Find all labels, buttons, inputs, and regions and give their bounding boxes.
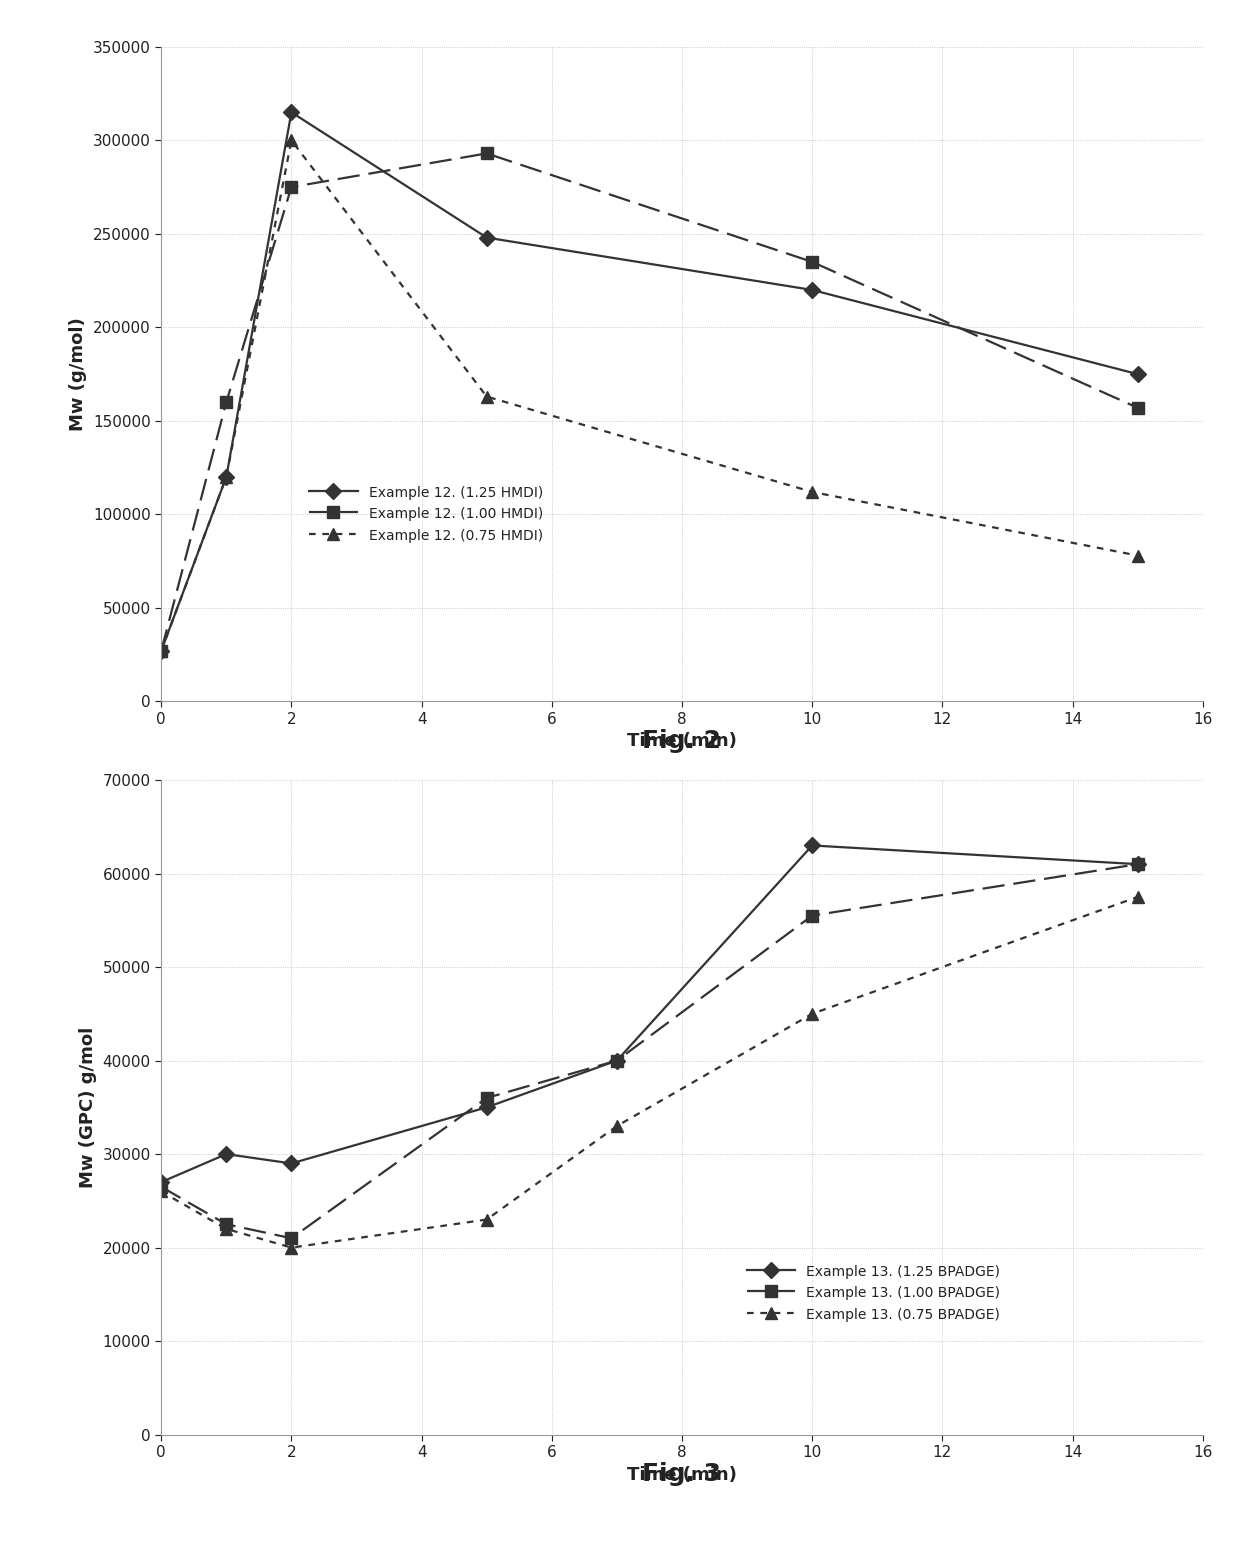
Example 13. (1.25 BPADGE) — [1130, 855, 1145, 874]
Example 12. (0.75 HMDI) — [218, 468, 233, 487]
Example 13. (0.75 BPADGE) — [479, 1211, 494, 1229]
Example 13. (0.75 BPADGE) — [154, 1182, 169, 1201]
Example 12. (1.00 HMDI) — [284, 178, 299, 197]
Text: Fig. 2: Fig. 2 — [642, 729, 722, 753]
Example 13. (1.00 BPADGE) — [479, 1089, 494, 1108]
Example 13. (1.25 BPADGE) — [218, 1145, 233, 1164]
Example 12. (1.25 HMDI) — [805, 281, 820, 300]
Example 12. (1.00 HMDI) — [154, 641, 169, 660]
Example 12. (1.25 HMDI) — [218, 468, 233, 487]
Line: Example 13. (0.75 BPADGE): Example 13. (0.75 BPADGE) — [156, 891, 1143, 1253]
Example 13. (1.00 BPADGE) — [218, 1215, 233, 1234]
Example 12. (1.25 HMDI) — [479, 228, 494, 246]
Example 12. (0.75 HMDI) — [805, 482, 820, 501]
Legend: Example 13. (1.25 BPADGE), Example 13. (1.00 BPADGE), Example 13. (0.75 BPADGE): Example 13. (1.25 BPADGE), Example 13. (… — [742, 1259, 1006, 1328]
X-axis label: Time (min): Time (min) — [627, 732, 737, 750]
Example 12. (1.00 HMDI) — [479, 144, 494, 162]
Y-axis label: Mw (g/mol): Mw (g/mol) — [69, 317, 87, 431]
Example 12. (0.75 HMDI) — [154, 641, 169, 660]
Line: Example 12. (1.00 HMDI): Example 12. (1.00 HMDI) — [156, 148, 1143, 657]
Example 12. (1.25 HMDI) — [154, 641, 169, 660]
Line: Example 12. (0.75 HMDI): Example 12. (0.75 HMDI) — [156, 134, 1143, 657]
Example 13. (1.25 BPADGE) — [610, 1051, 624, 1070]
Example 13. (1.25 BPADGE) — [479, 1098, 494, 1117]
Example 13. (0.75 BPADGE) — [218, 1220, 233, 1239]
Example 13. (1.25 BPADGE) — [805, 836, 820, 855]
Example 12. (1.00 HMDI) — [805, 253, 820, 271]
Example 13. (1.00 BPADGE) — [1130, 855, 1145, 874]
Example 13. (1.00 BPADGE) — [805, 906, 820, 925]
Example 13. (1.25 BPADGE) — [154, 1173, 169, 1192]
Line: Example 13. (1.00 BPADGE): Example 13. (1.00 BPADGE) — [156, 858, 1143, 1243]
Example 12. (0.75 HMDI) — [1130, 546, 1145, 565]
Example 13. (1.25 BPADGE) — [284, 1154, 299, 1173]
Example 12. (1.00 HMDI) — [218, 393, 233, 412]
Example 12. (1.00 HMDI) — [1130, 398, 1145, 417]
Example 13. (0.75 BPADGE) — [610, 1117, 624, 1136]
Example 13. (0.75 BPADGE) — [1130, 888, 1145, 906]
Line: Example 12. (1.25 HMDI): Example 12. (1.25 HMDI) — [156, 106, 1143, 657]
Text: Fig. 3: Fig. 3 — [642, 1462, 722, 1487]
Example 12. (0.75 HMDI) — [284, 131, 299, 150]
Example 13. (0.75 BPADGE) — [805, 1005, 820, 1023]
Y-axis label: Mw (GPC) g/mol: Mw (GPC) g/mol — [79, 1026, 97, 1189]
Example 12. (1.25 HMDI) — [284, 103, 299, 122]
Example 13. (1.00 BPADGE) — [284, 1229, 299, 1248]
Example 13. (0.75 BPADGE) — [284, 1239, 299, 1257]
Example 12. (0.75 HMDI) — [479, 387, 494, 406]
Example 13. (1.00 BPADGE) — [154, 1178, 169, 1197]
Legend: Example 12. (1.25 HMDI), Example 12. (1.00 HMDI), Example 12. (0.75 HMDI): Example 12. (1.25 HMDI), Example 12. (1.… — [304, 479, 548, 549]
Line: Example 13. (1.25 BPADGE): Example 13. (1.25 BPADGE) — [156, 839, 1143, 1187]
Example 13. (1.00 BPADGE) — [610, 1051, 624, 1070]
X-axis label: Time (min): Time (min) — [627, 1465, 737, 1484]
Example 12. (1.25 HMDI) — [1130, 365, 1145, 384]
